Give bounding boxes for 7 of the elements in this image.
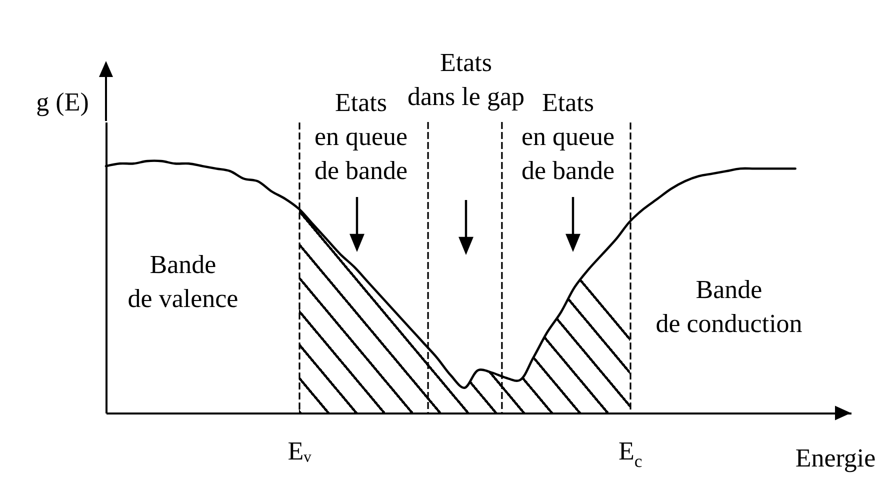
annotation: Bande de valence: [128, 250, 238, 313]
x-tick-label: Eᵥ: [288, 436, 312, 466]
annotation: Bande de conduction: [656, 275, 802, 338]
x-tick-label: E$_{c}$: [618, 436, 642, 471]
annotation: Etats en queue de bande: [314, 88, 408, 185]
y-axis-title: g (E): [36, 88, 89, 116]
x-axis-title: Energie: [795, 444, 876, 472]
